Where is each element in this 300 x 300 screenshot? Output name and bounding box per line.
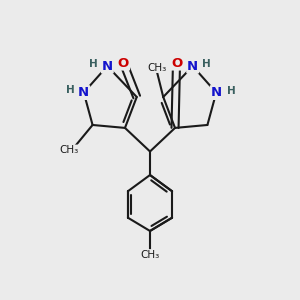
Text: N: N [102,60,113,73]
Text: H: H [89,59,98,69]
Text: CH₃: CH₃ [140,250,160,260]
Text: N: N [211,86,222,99]
Text: N: N [78,86,89,99]
Text: O: O [171,57,182,70]
Text: H: H [66,85,75,94]
Text: O: O [118,57,129,70]
Text: CH₃: CH₃ [148,63,167,73]
Text: H: H [202,59,211,69]
Text: CH₃: CH₃ [59,145,79,155]
Text: CH₃: CH₃ [148,63,167,73]
Text: H: H [202,59,211,69]
Text: N: N [102,60,113,73]
Text: N: N [187,60,198,73]
Text: N: N [187,60,198,73]
Text: H: H [226,86,235,96]
Text: N: N [78,86,89,99]
Text: H: H [89,59,98,69]
Text: N: N [211,86,222,99]
Text: H: H [226,86,235,96]
Text: O: O [171,57,182,70]
Text: H: H [66,85,75,94]
Text: O: O [118,57,129,70]
Text: CH₃: CH₃ [59,145,79,155]
Text: CH₃: CH₃ [140,250,160,260]
